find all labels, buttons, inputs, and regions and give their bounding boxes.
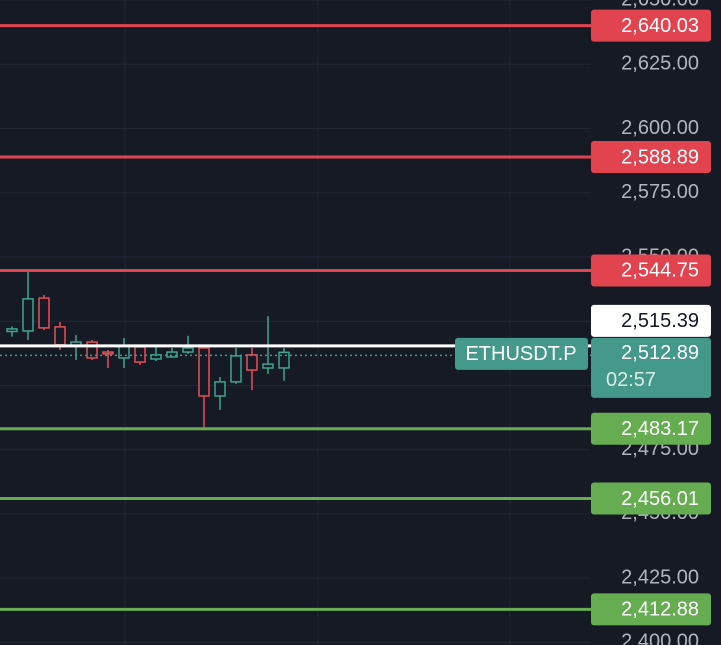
last-price-label: 2,512.89	[621, 342, 699, 364]
y-tick-label: 2,625.00	[621, 53, 699, 75]
symbol-label: ETHUSDT.P	[465, 343, 576, 365]
level-tag	[591, 593, 711, 626]
level-label: 2,640.03	[621, 15, 699, 37]
candle-body	[278, 351, 290, 369]
candle-body	[102, 351, 114, 355]
candle-body	[182, 347, 194, 353]
candle-body	[54, 326, 66, 346]
level-label: 2,456.01	[621, 488, 699, 510]
candle-body	[86, 341, 98, 359]
candle-body	[118, 345, 130, 359]
level-label: 2,412.88	[621, 599, 699, 621]
level-tag	[591, 254, 711, 287]
candle-body	[38, 297, 50, 329]
y-tick-label: 2,650.00	[621, 0, 699, 10]
candle-body	[230, 355, 242, 383]
candle-body	[134, 346, 146, 363]
y-tick-label: 2,425.00	[621, 566, 699, 588]
y-tick-label: 2,600.00	[621, 117, 699, 139]
y-tick-label: 2,400.00	[621, 631, 699, 645]
last-price-tag	[591, 337, 711, 398]
candle-body	[214, 381, 226, 397]
level-tag	[591, 9, 711, 42]
candle-body	[6, 328, 18, 333]
line-tag	[591, 304, 711, 337]
candle-body	[198, 347, 210, 397]
countdown-label: 02:57	[606, 369, 656, 391]
candle-body	[246, 354, 258, 371]
candle-body	[166, 351, 178, 358]
vertical-grid	[124, 0, 511, 645]
y-tick-label: 2,575.00	[621, 181, 699, 203]
level-tag	[591, 482, 711, 515]
line-label: 2,515.39	[621, 310, 699, 332]
level-label: 2,544.75	[621, 260, 699, 282]
level-tag	[591, 412, 711, 445]
level-label: 2,588.89	[621, 146, 699, 168]
level-label: 2,483.17	[621, 418, 699, 440]
symbol-tag	[455, 337, 588, 370]
candle-body	[22, 298, 34, 332]
level-tag	[591, 141, 711, 174]
candle-body	[262, 363, 274, 369]
